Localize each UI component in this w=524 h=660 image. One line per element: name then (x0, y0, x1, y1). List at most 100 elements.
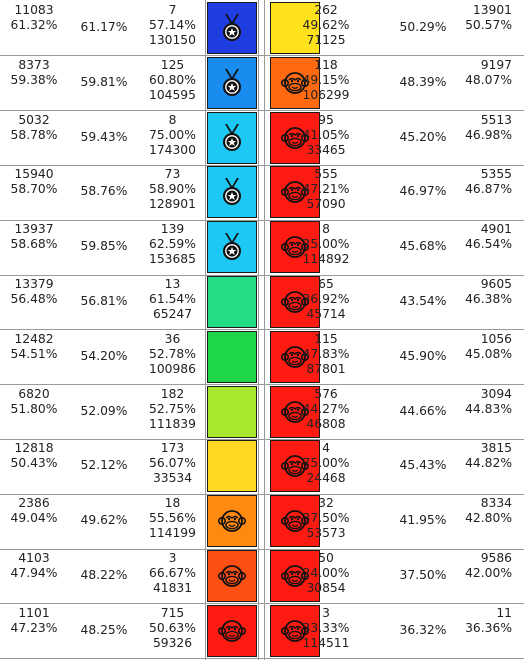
right-avg-cell: 45.43% (388, 439, 458, 493)
right-end-count: 5513 (480, 112, 512, 127)
left-color-cell (207, 604, 257, 657)
left-sub-cell: 13 61.54% 65247 (140, 275, 205, 329)
left-count: 6820 (18, 386, 50, 401)
right-end-cell: 3815 44.82% (458, 439, 524, 493)
left-sub-cell: 182 52.75% 111839 (140, 385, 205, 439)
left-color-cell (207, 330, 257, 383)
medal-icon (219, 68, 245, 98)
left-avg: 49.62% (80, 513, 128, 528)
right-pct: 47.83% (302, 346, 350, 361)
right-count-cell: 95 41.05% 33465 (264, 111, 388, 165)
left-sub-pct: 75.00% (149, 127, 196, 142)
row-divider (0, 274, 524, 276)
row-divider (0, 384, 524, 386)
right-avg-cell: 36.32% (388, 604, 458, 658)
monkey-face-icon (218, 619, 246, 643)
right-end-pct: 44.82% (465, 456, 512, 471)
right-count-cell: 262 49.62% 71125 (264, 1, 388, 55)
right-end-cell: 9605 46.38% (458, 275, 524, 329)
left-avg-cell: 48.22% (68, 549, 140, 603)
left-sub-count: 3 (168, 551, 177, 565)
left-count-cell: 11083 61.32% (0, 1, 68, 55)
left-sub-cell: 18 55.56% 114199 (140, 494, 205, 548)
right-count: 576 (314, 386, 338, 401)
medal-icon (219, 177, 245, 207)
left-sub-count: 125 (160, 57, 185, 72)
right-end-pct: 50.57% (465, 18, 512, 32)
right-total: 71125 (306, 33, 346, 47)
right-avg-cell: 43.54% (388, 275, 458, 329)
right-avg: 36.32% (399, 622, 447, 637)
left-count: 1101 (18, 605, 50, 620)
right-end-cell: 5355 46.87% (458, 165, 524, 219)
right-avg: 48.39% (399, 74, 447, 89)
right-end-pct: 45.08% (465, 346, 512, 361)
left-color-cell (207, 440, 257, 493)
right-end-count: 1056 (480, 331, 512, 346)
table-row: 4103 47.94% 48.22% 3 66.67% 41831 50 24.00% 3085… (0, 549, 524, 603)
left-sub-count: 18 (164, 496, 181, 511)
left-count-cell: 13937 58.68% (0, 220, 68, 274)
left-avg: 59.81% (80, 74, 128, 89)
right-end-count: 9586 (480, 551, 512, 565)
left-sub-count: 13 (164, 277, 181, 291)
left-color-cell (207, 56, 257, 109)
right-color-cell (270, 166, 320, 219)
right-pct: 24.00% (302, 566, 350, 580)
monkey-face-icon (281, 126, 309, 150)
table-row: 8373 59.38% 59.81% 125 60.80% 104595 118 49.15%… (0, 56, 524, 110)
monkey-face-icon (218, 564, 246, 588)
table-row: 12482 54.51% 54.20% 36 52.78% 100986 115 47.83%… (0, 330, 524, 384)
right-total: 30854 (306, 581, 346, 595)
left-total: 153685 (149, 252, 196, 267)
right-pct: 75.00% (302, 456, 350, 471)
left-total: 128901 (149, 197, 196, 212)
left-sub-cell: 36 52.78% 100986 (140, 330, 205, 384)
right-count: 4 (322, 441, 330, 456)
right-avg-cell: 45.90% (388, 330, 458, 384)
right-end-pct: 48.07% (465, 72, 512, 87)
left-count-cell: 5032 58.78% (0, 111, 68, 165)
row-divider (0, 438, 524, 440)
left-pct: 56.48% (10, 292, 58, 306)
right-color-cell (270, 495, 320, 548)
right-total: 114511 (302, 635, 350, 650)
column-divider (205, 0, 206, 660)
right-pct: 33.33% (302, 620, 350, 635)
right-end-pct: 42.80% (465, 511, 512, 526)
right-avg-cell: 45.68% (388, 220, 458, 274)
right-count: 65 (318, 277, 334, 291)
left-avg: 48.22% (80, 568, 128, 582)
right-end-count: 3815 (480, 441, 512, 456)
monkey-face-icon (281, 290, 309, 314)
monkey-face-icon (281, 235, 309, 259)
right-end-count: 9197 (480, 57, 512, 72)
right-end-pct: 46.54% (465, 237, 512, 252)
row-divider (0, 658, 524, 660)
row-divider (0, 329, 524, 331)
table-row: 11083 61.32% 61.17% 7 57.14% 130150 262 49.62% 7… (0, 1, 524, 55)
left-pct: 51.80% (10, 401, 58, 416)
right-end-pct: 42.00% (465, 566, 512, 580)
right-pct: 49.15% (302, 72, 350, 87)
right-end-pct: 46.98% (465, 127, 512, 142)
left-count: 12818 (14, 441, 54, 456)
right-count-cell: 115 47.83% 87801 (264, 330, 388, 384)
left-count-cell: 12818 50.43% (0, 439, 68, 493)
monkey-face-icon (281, 619, 309, 643)
left-count: 4103 (18, 551, 50, 565)
left-pct: 59.38% (10, 72, 58, 87)
monkey-face-icon (281, 71, 309, 95)
left-avg: 59.85% (80, 239, 128, 254)
table-row: 6820 51.80% 52.09% 182 52.75% 111839 576 44.27%… (0, 385, 524, 439)
right-pct: 25.00% (302, 237, 350, 252)
right-color-cell (270, 221, 320, 274)
right-pct: 41.05% (302, 127, 350, 142)
left-avg-cell: 48.25% (68, 604, 140, 658)
right-color-cell (270, 385, 320, 438)
right-pct: 36.92% (302, 292, 350, 306)
right-pct: 37.50% (302, 511, 350, 526)
right-count-cell: 576 44.27% 46808 (264, 385, 388, 439)
left-count: 11083 (14, 3, 54, 17)
